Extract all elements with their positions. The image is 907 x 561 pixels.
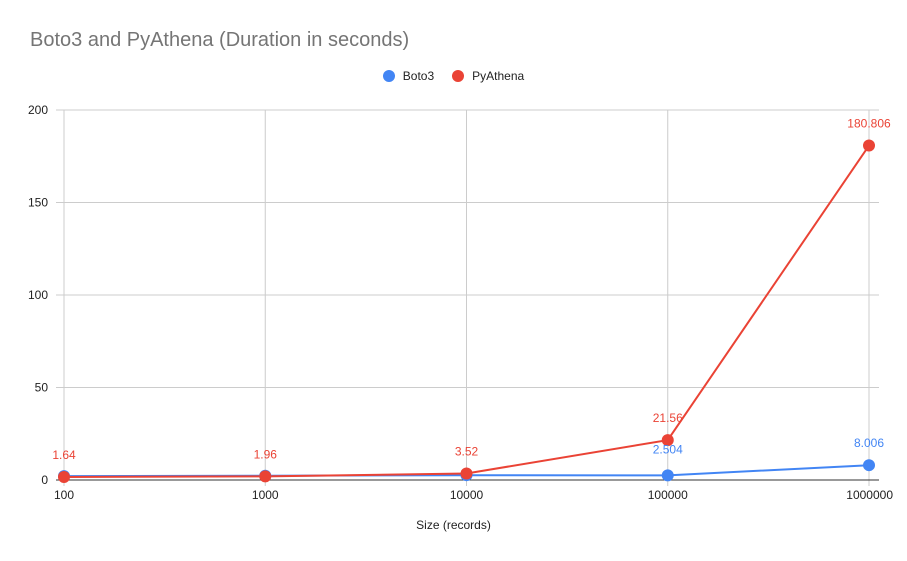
legend-label-boto3: Boto3: [402, 69, 435, 83]
x-tick-label: 10000: [450, 488, 484, 502]
data-label-pyathena: 180.806: [847, 117, 891, 131]
data-point-pyathena: [863, 139, 875, 152]
y-tick-label: 200: [28, 103, 48, 117]
boto3-legend-marker-icon: [382, 70, 395, 82]
y-tick-label: 0: [41, 473, 48, 487]
y-tick-label: 50: [35, 381, 49, 395]
data-label-pyathena: 1.64: [52, 448, 76, 462]
legend-item-boto3[interactable]: Boto3: [382, 69, 435, 83]
data-point-pyathena: [259, 470, 272, 483]
x-axis-title: Size (records): [416, 518, 491, 532]
data-label-boto3: 8.006: [854, 436, 884, 450]
data-label-pyathena: 1.96: [254, 447, 278, 461]
y-tick-label: 150: [28, 196, 48, 210]
legend-label-pyathena: PyAthena: [472, 69, 525, 83]
chart-legend: Boto3 PyAthena: [0, 69, 907, 83]
x-tick-label: 1000: [252, 488, 279, 502]
data-point-boto3: [863, 459, 875, 472]
data-label-pyathena: 3.52: [455, 444, 479, 458]
x-tick-label: 100: [54, 488, 74, 502]
legend-item-pyathena[interactable]: PyAthena: [452, 69, 524, 83]
x-tick-label: 1000000: [846, 488, 893, 502]
data-point-pyathena: [661, 434, 674, 447]
data-point-pyathena: [460, 467, 473, 480]
data-label-pyathena: 21.56: [653, 411, 683, 425]
y-tick-label: 100: [28, 288, 48, 302]
pyathena-legend-marker-icon: [452, 70, 465, 82]
x-tick-label: 100000: [648, 488, 688, 502]
chart-title: Boto3 and PyAthena (Duration in seconds): [30, 29, 410, 51]
data-point-pyathena: [58, 470, 70, 483]
data-label-boto3: 2.504: [653, 442, 683, 456]
data-point-boto3: [661, 469, 674, 482]
